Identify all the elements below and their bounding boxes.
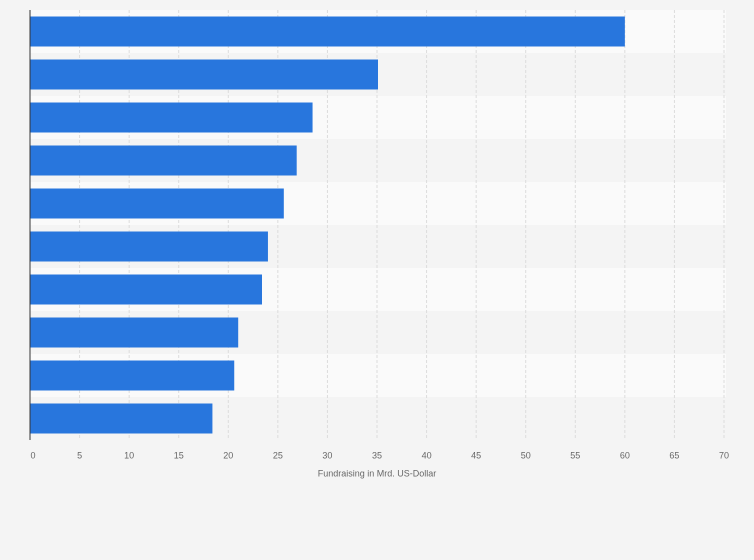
x-tick-label: 10 — [124, 450, 134, 460]
x-tick-label: 5 — [77, 450, 82, 460]
x-tick-label: 15 — [174, 450, 184, 460]
bar — [30, 231, 268, 262]
x-tick-label: 0 — [30, 450, 35, 460]
x-tick-label: 70 — [719, 450, 729, 460]
bar — [30, 145, 297, 176]
bars — [30, 16, 625, 434]
x-tick-label: 35 — [372, 450, 382, 460]
bar — [30, 403, 213, 434]
bar — [30, 188, 284, 219]
bar — [30, 274, 262, 305]
bar — [30, 59, 378, 90]
x-tick-label: 65 — [669, 450, 679, 460]
x-axis-label: Fundraising in Mrd. US-Dollar — [318, 468, 437, 478]
bar — [30, 317, 239, 348]
x-tick-label: 55 — [570, 450, 580, 460]
x-tick-label: 30 — [322, 450, 332, 460]
bar — [30, 360, 235, 391]
x-tick-label: 60 — [620, 450, 630, 460]
x-tick-label: 45 — [471, 450, 481, 460]
bar — [30, 16, 625, 47]
x-tick-label: 40 — [422, 450, 432, 460]
x-tick-label: 20 — [223, 450, 233, 460]
x-tick-label: 25 — [273, 450, 283, 460]
bar — [30, 102, 313, 133]
x-tick-label: 50 — [521, 450, 531, 460]
